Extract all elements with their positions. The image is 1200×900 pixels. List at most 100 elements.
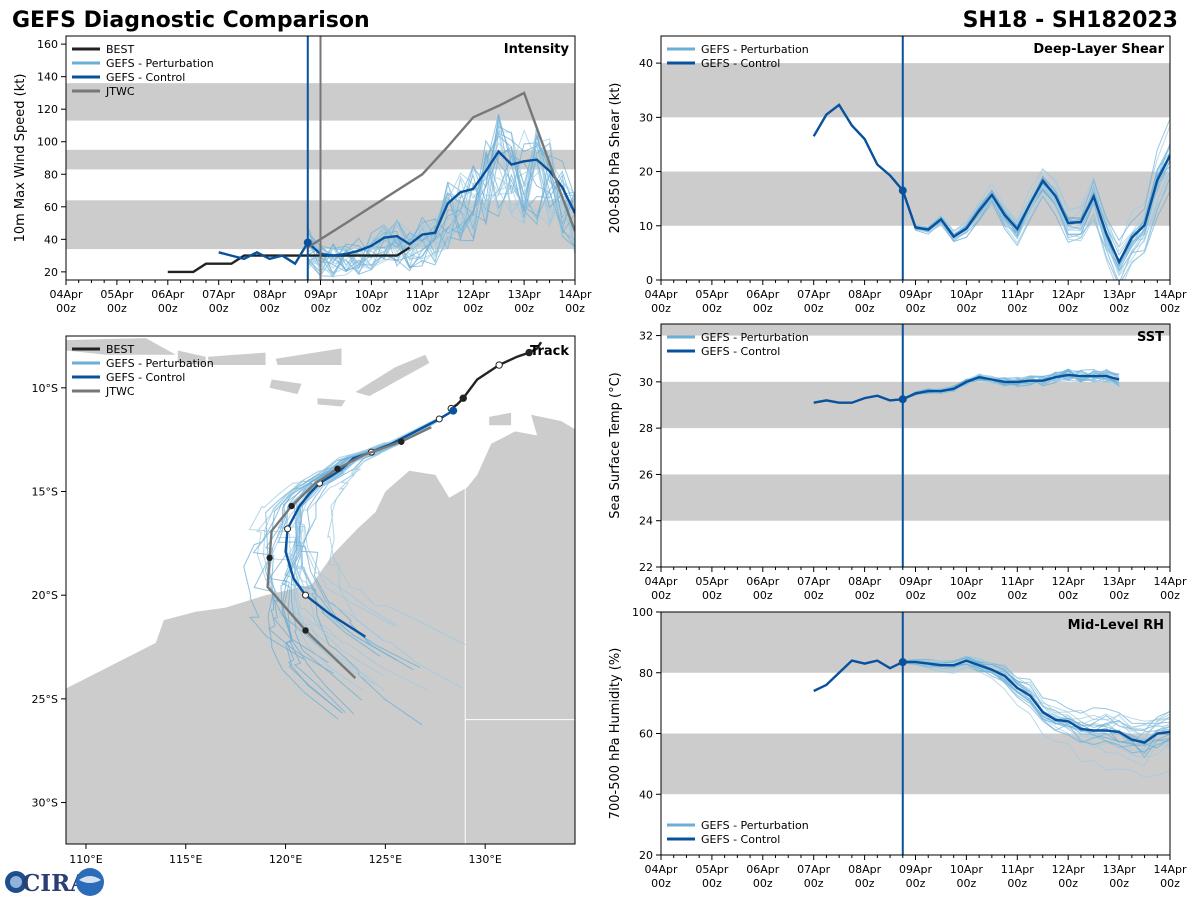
track-ytick-label-2: 20°S [32,589,58,602]
sst-title: SST [1137,330,1164,345]
intensity-legend-label-1: GEFS - Perturbation [106,57,214,70]
intensity-xtick-hr-1: 00z [107,302,127,315]
sst-xtick-hr-8: 00z [1058,589,1078,602]
sst-band-1 [661,381,1170,429]
island-3 [275,348,342,365]
sst-ytick-label-2: 26 [639,468,653,481]
sst-xtick-day-9: 13Apr [1103,575,1137,588]
rh-series-gefs-control [813,659,1170,744]
sst-xtick-day-10: 14Apr [1153,575,1187,588]
sst-xtick-hr-10: 00z [1160,589,1180,602]
rh-xtick-day-4: 08Apr [848,863,882,876]
rh-xtick-hr-8: 00z [1058,877,1078,890]
shear-xtick-hr-8: 00z [1058,302,1078,315]
track-best-point-4 [495,361,503,369]
track-gefs-control [284,409,454,638]
shear-xtick-day-1: 05Apr [695,288,729,301]
shear-xtick-hr-4: 00z [855,302,875,315]
rh-perturbation-line-2 [902,662,1170,778]
intensity-xtick-day-7: 11Apr [406,288,440,301]
shear-title: Deep-Layer Shear [1033,42,1164,57]
shear-panel: 04Apr00z05Apr00z06Apr00z07Apr00z08Apr00z… [608,35,1187,315]
rh-xtick-hr-6: 00z [957,877,977,890]
sst-xtick-day-0: 04Apr [644,575,678,588]
track-jtwc-point-3 [334,465,341,472]
sst-frame [660,323,1171,568]
rh-xtick-day-3: 07Apr [797,863,831,876]
shear-xtick-day-2: 06Apr [746,288,780,301]
island-0 [66,338,176,355]
shear-legend-label-0: GEFS - Perturbation [701,43,809,56]
island-1 [177,350,206,365]
intensity-perturbation-line-14 [307,182,575,270]
sst-xtick-hr-2: 00z [753,589,773,602]
track-gefs-control-point-10 [284,525,292,533]
rh-band-0 [661,733,1170,795]
track-ytick-label-4: 30°S [32,797,58,810]
rh-plot-area [661,612,1170,795]
intensity-ytick-label-0: 20 [44,266,58,279]
intensity-xtick-day-2: 06Apr [151,288,185,301]
track-ytick-label-1: 15°S [32,486,58,499]
intensity-init-marker [303,238,312,247]
sst-legend-label-1: GEFS - Control [701,345,780,358]
track-xtick-label-3: 125°E [369,853,402,866]
shear-ytick-label-0: 0 [646,274,653,287]
rh-xtick-hr-0: 00z [651,877,671,890]
shear-xtick-day-10: 14Apr [1153,288,1187,301]
island-7 [489,412,512,426]
sst-xtick-day-2: 06Apr [746,575,780,588]
rh-ytick-label-2: 60 [639,728,653,741]
shear-xtick-day-8: 12Apr [1052,288,1086,301]
shear-xtick-hr-10: 00z [1160,302,1180,315]
rh-xtick-hr-9: 00z [1109,877,1129,890]
intensity-legend-label-0: BEST [106,43,134,56]
rh-xtick-day-0: 04Apr [644,863,678,876]
intensity-ylabel: 10m Max Wind Speed (kt) [13,74,28,243]
rh-xtick-hr-1: 00z [702,877,722,890]
sst-xtick-day-7: 11Apr [1001,575,1035,588]
shear-xtick-day-5: 09Apr [899,288,933,301]
track-jtwc-point-5 [288,502,295,510]
track-legend-label-3: JTWC [105,385,135,398]
track-legend-label-1: GEFS - Perturbation [106,357,214,370]
intensity-xtick-day-4: 08Apr [253,288,287,301]
track-best-point-6 [459,394,467,402]
island-2 [207,352,266,365]
intensity-xtick-hr-9: 00z [514,302,534,315]
sst-xtick-hr-9: 00z [1109,589,1129,602]
sst-xtick-day-4: 08Apr [848,575,882,588]
intensity-perturbation-line-17 [307,118,575,271]
intensity-xtick-day-1: 05Apr [100,288,134,301]
shear-ytick-label-2: 20 [639,166,653,179]
track-ytick-label-3: 25°S [32,693,58,706]
shear-xtick-day-0: 04Apr [644,288,678,301]
intensity-xtick-day-8: 12Apr [457,288,491,301]
sst-xtick-day-1: 05Apr [695,575,729,588]
track-plot-area [66,338,575,844]
shear-perturbation-line-12 [902,156,1170,248]
cira-logo: CIRA [5,868,104,897]
sst-panel: 04Apr00z05Apr00z06Apr00z07Apr00z08Apr00z… [608,323,1187,602]
rh-ytick-label-4: 100 [632,606,653,619]
sst-xtick-hr-6: 00z [957,589,977,602]
track-xtick-label-0: 110°E [69,853,102,866]
track-jtwc-point-7 [266,554,273,562]
shear-xtick-hr-2: 00z [753,302,773,315]
island-4 [269,379,302,395]
shear-xtick-hr-0: 00z [651,302,671,315]
intensity-legend-label-2: GEFS - Control [106,71,185,84]
shear-xtick-hr-9: 00z [1109,302,1129,315]
intensity-xtick-hr-2: 00z [158,302,178,315]
shear-series-gefs-control [812,103,1170,265]
island-5 [355,354,430,397]
intensity-perturbation-line-22 [307,155,575,277]
rh-xtick-day-6: 10Apr [950,863,984,876]
track-perturbation-25 [301,410,456,661]
intensity-legend-label-3: JTWC [105,85,135,98]
shear-plot-area [661,63,1170,280]
rh-init-marker [898,658,907,667]
sst-xtick-hr-7: 00z [1007,589,1027,602]
intensity-ytick-label-7: 160 [37,38,58,51]
